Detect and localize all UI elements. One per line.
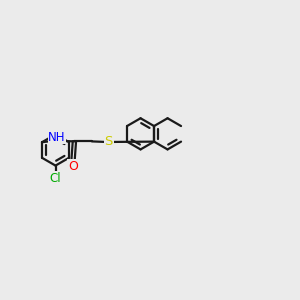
Text: NH: NH — [48, 131, 66, 144]
Text: O: O — [68, 160, 78, 172]
Text: Cl: Cl — [50, 172, 61, 185]
Text: S: S — [105, 135, 113, 148]
